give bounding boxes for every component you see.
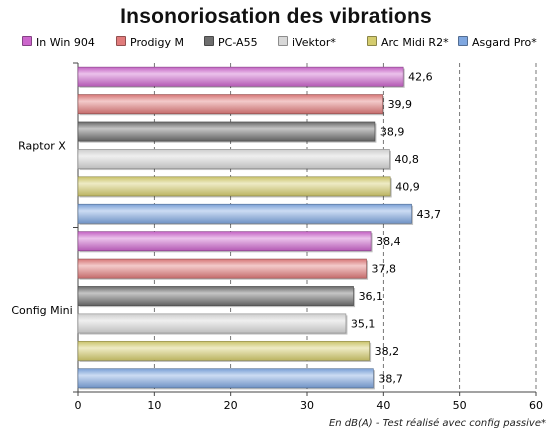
- bar: [77, 66, 404, 87]
- data-label: 38,9: [380, 126, 405, 139]
- x-tick-label: 20: [224, 399, 238, 412]
- bar: [77, 94, 383, 115]
- chart-title: Insonoriosation des vibrations: [120, 5, 432, 28]
- legend-swatch: [367, 36, 377, 46]
- legend-label: In Win 904: [36, 36, 95, 49]
- legend-swatch: [458, 36, 468, 46]
- data-label: 38,7: [378, 372, 403, 385]
- legend-item: Asgard Pro*: [458, 36, 537, 50]
- legend-item: In Win 904: [22, 36, 95, 50]
- data-label: 43,7: [417, 208, 442, 221]
- bar: [77, 258, 367, 279]
- x-tick-label: 50: [453, 399, 467, 412]
- x-tick-label: 0: [75, 399, 82, 412]
- x-tick-label: 30: [300, 399, 314, 412]
- data-label: 42,6: [408, 71, 433, 84]
- bar: [77, 313, 347, 334]
- bar: [77, 286, 354, 306]
- data-label: 37,8: [372, 263, 397, 276]
- x-tick-label: 10: [147, 399, 161, 412]
- data-label: 40,9: [395, 180, 420, 193]
- legend-item: PC-A55: [204, 36, 258, 50]
- bar: [77, 231, 372, 252]
- legend-item: Arc Midi R2*: [367, 36, 449, 50]
- data-label: 38,2: [375, 345, 400, 358]
- legend-swatch: [278, 36, 288, 46]
- data-label: 40,8: [394, 153, 419, 166]
- legend-item: Prodigy M: [116, 36, 184, 50]
- bar: [77, 176, 391, 197]
- legend-label: Prodigy M: [130, 36, 184, 49]
- bar: [77, 203, 412, 224]
- data-label: 38,4: [376, 235, 401, 248]
- legend-swatch: [204, 36, 214, 46]
- legend-label: Asgard Pro*: [472, 36, 537, 49]
- data-label: 36,1: [359, 290, 384, 303]
- legend-item: iVektor*: [278, 36, 336, 50]
- legend-label: iVektor*: [292, 36, 336, 49]
- legend-swatch: [116, 36, 126, 46]
- bar: [77, 368, 374, 389]
- chart-legend: In Win 904 Prodigy M PC-A55 iVektor* Arc Mid…: [0, 36, 552, 50]
- legend-label: PC-A55: [218, 36, 258, 49]
- axis-footnote: En dB(A) - Test réalisé avec config pass…: [328, 418, 546, 429]
- x-tick-label: 60: [529, 399, 543, 412]
- bar: [77, 149, 390, 169]
- legend-label: Arc Midi R2*: [381, 36, 449, 49]
- category-label: Raptor X: [18, 139, 66, 152]
- x-tick-label: 40: [376, 399, 390, 412]
- bar: [77, 121, 376, 142]
- data-label: 39,9: [388, 98, 413, 111]
- data-label: 35,1: [351, 317, 376, 330]
- category-label: Config Mini: [11, 304, 72, 317]
- legend-swatch: [22, 36, 32, 46]
- bar: [77, 340, 370, 361]
